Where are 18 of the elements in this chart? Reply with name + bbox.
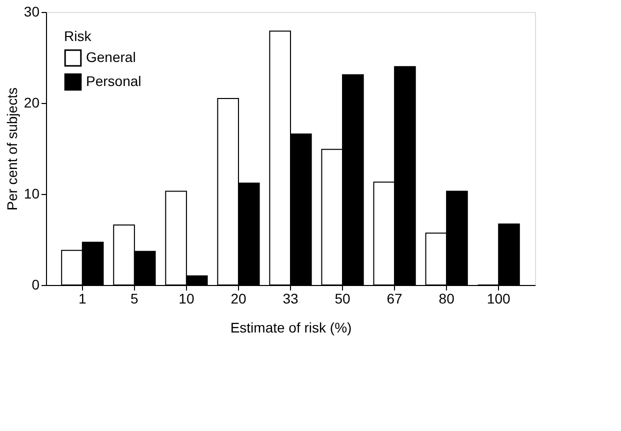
x-axis-title: Estimate of risk (%)	[230, 320, 352, 336]
x-tick-label: 20	[230, 290, 246, 306]
legend-title: Risk	[64, 28, 92, 44]
x-tick-label: 33	[282, 290, 298, 306]
y-tick-label: 0	[32, 276, 40, 292]
y-tick-label: 10	[24, 186, 40, 202]
x-tick-label: 67	[386, 290, 403, 306]
legend-label: General	[86, 49, 136, 65]
x-tick-label: 80	[438, 290, 455, 306]
x-tick-label: 1	[78, 290, 87, 306]
x-tick-label: 50	[334, 290, 351, 306]
legend-label: Personal	[86, 73, 142, 89]
y-tick-label: 30	[24, 4, 40, 20]
y-axis-title: Per cent of subjects	[4, 88, 20, 210]
x-tick-label: 100	[486, 290, 510, 306]
x-tick-label: 5	[130, 290, 139, 306]
x-tick-label: 10	[178, 290, 194, 306]
y-tick-label: 20	[24, 94, 40, 110]
